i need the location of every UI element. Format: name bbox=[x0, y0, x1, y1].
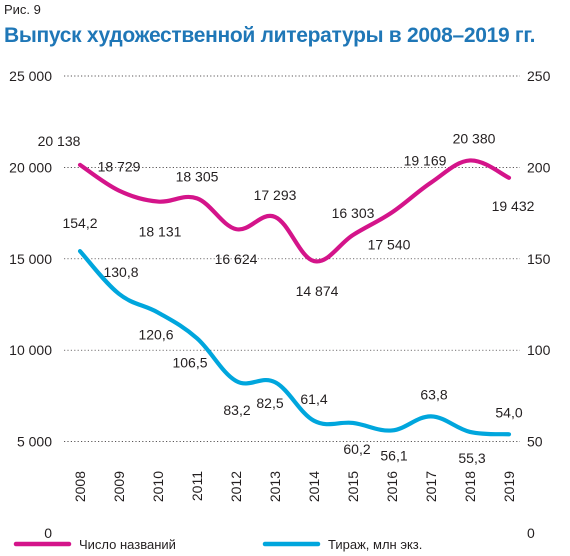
x-tick-label: 2018 bbox=[462, 471, 478, 502]
left-tick-label: 10 000 bbox=[9, 342, 52, 358]
x-axis-ticks: 2008 2009 2010 2011 2012 2013 2014 2015 2016 2017… bbox=[72, 471, 517, 502]
left-tick-label: 5 000 bbox=[17, 434, 52, 450]
series-line-1 bbox=[77, 249, 512, 437]
x-tick-label: 2013 bbox=[267, 471, 283, 502]
chart-title: Выпуск художественной литературы в 2008–… bbox=[4, 24, 536, 47]
data-label: 82,5 bbox=[256, 395, 283, 411]
x-tick-label: 2014 bbox=[306, 471, 322, 502]
data-label: 19 432 bbox=[492, 198, 535, 214]
data-label: 16 624 bbox=[215, 251, 258, 267]
series-line-0 bbox=[77, 158, 512, 264]
data-label: 17 540 bbox=[368, 236, 411, 252]
x-tick-label: 2010 bbox=[150, 471, 166, 502]
left-tick-label: 25 000 bbox=[9, 68, 52, 84]
x-tick-label: 2009 bbox=[111, 471, 127, 502]
x-tick-label: 2015 bbox=[345, 471, 361, 502]
data-label: 19 169 bbox=[404, 153, 447, 169]
legend-label: Число названий bbox=[79, 537, 176, 552]
data-label: 106,5 bbox=[172, 354, 207, 370]
x-tick-label: 2008 bbox=[72, 471, 88, 502]
grid-lines bbox=[64, 75, 520, 442]
data-label: 18 729 bbox=[98, 159, 141, 175]
data-label: 17 293 bbox=[254, 187, 297, 203]
data-label: 83,2 bbox=[223, 402, 250, 418]
x-tick-label: 2017 bbox=[423, 471, 439, 502]
data-label: 60,2 bbox=[343, 441, 370, 457]
right-axis-ticks: 0 50 100 150 200 250 bbox=[527, 68, 551, 541]
data-label: 20 380 bbox=[453, 130, 496, 146]
data-label: 120,6 bbox=[138, 327, 173, 343]
right-tick-label: 0 bbox=[527, 525, 535, 541]
data-label: 55,3 bbox=[458, 450, 485, 466]
data-label: 18 305 bbox=[176, 168, 219, 184]
data-label: 154,2 bbox=[62, 215, 97, 231]
left-tick-label: 20 000 bbox=[9, 159, 52, 175]
data-label: 61,4 bbox=[300, 391, 327, 407]
data-label: 54,0 bbox=[495, 404, 522, 420]
data-labels: 20 138 18 729 18 131 18 305 16 624 17 293 14 8… bbox=[38, 130, 535, 465]
data-label: 14 874 bbox=[296, 283, 339, 299]
x-tick-label: 2016 bbox=[384, 471, 400, 502]
right-tick-label: 100 bbox=[527, 342, 551, 358]
left-tick-label: 0 bbox=[44, 525, 52, 541]
right-tick-label: 150 bbox=[527, 251, 551, 267]
right-tick-label: 250 bbox=[527, 68, 551, 84]
right-tick-label: 50 bbox=[527, 434, 543, 450]
x-tick-label: 2019 bbox=[501, 471, 517, 502]
x-tick-label: 2011 bbox=[189, 471, 205, 501]
left-tick-label: 15 000 bbox=[9, 251, 52, 267]
figure-label: Рис. 9 bbox=[4, 2, 41, 17]
legend: Число названий Тираж, млн экз. bbox=[13, 537, 422, 552]
x-tick-label: 2012 bbox=[228, 471, 244, 502]
right-tick-label: 200 bbox=[527, 159, 551, 175]
series-lines bbox=[77, 158, 512, 437]
data-label: 18 131 bbox=[139, 224, 182, 240]
legend-label: Тираж, млн экз. bbox=[328, 537, 422, 552]
data-label: 130,8 bbox=[103, 264, 138, 280]
data-label: 56,1 bbox=[380, 447, 407, 463]
data-label: 63,8 bbox=[420, 386, 447, 402]
data-label: 16 303 bbox=[332, 205, 375, 221]
left-axis-ticks: 0 5 000 10 000 15 000 20 000 25 000 bbox=[9, 68, 52, 541]
data-label: 20 138 bbox=[38, 133, 81, 149]
